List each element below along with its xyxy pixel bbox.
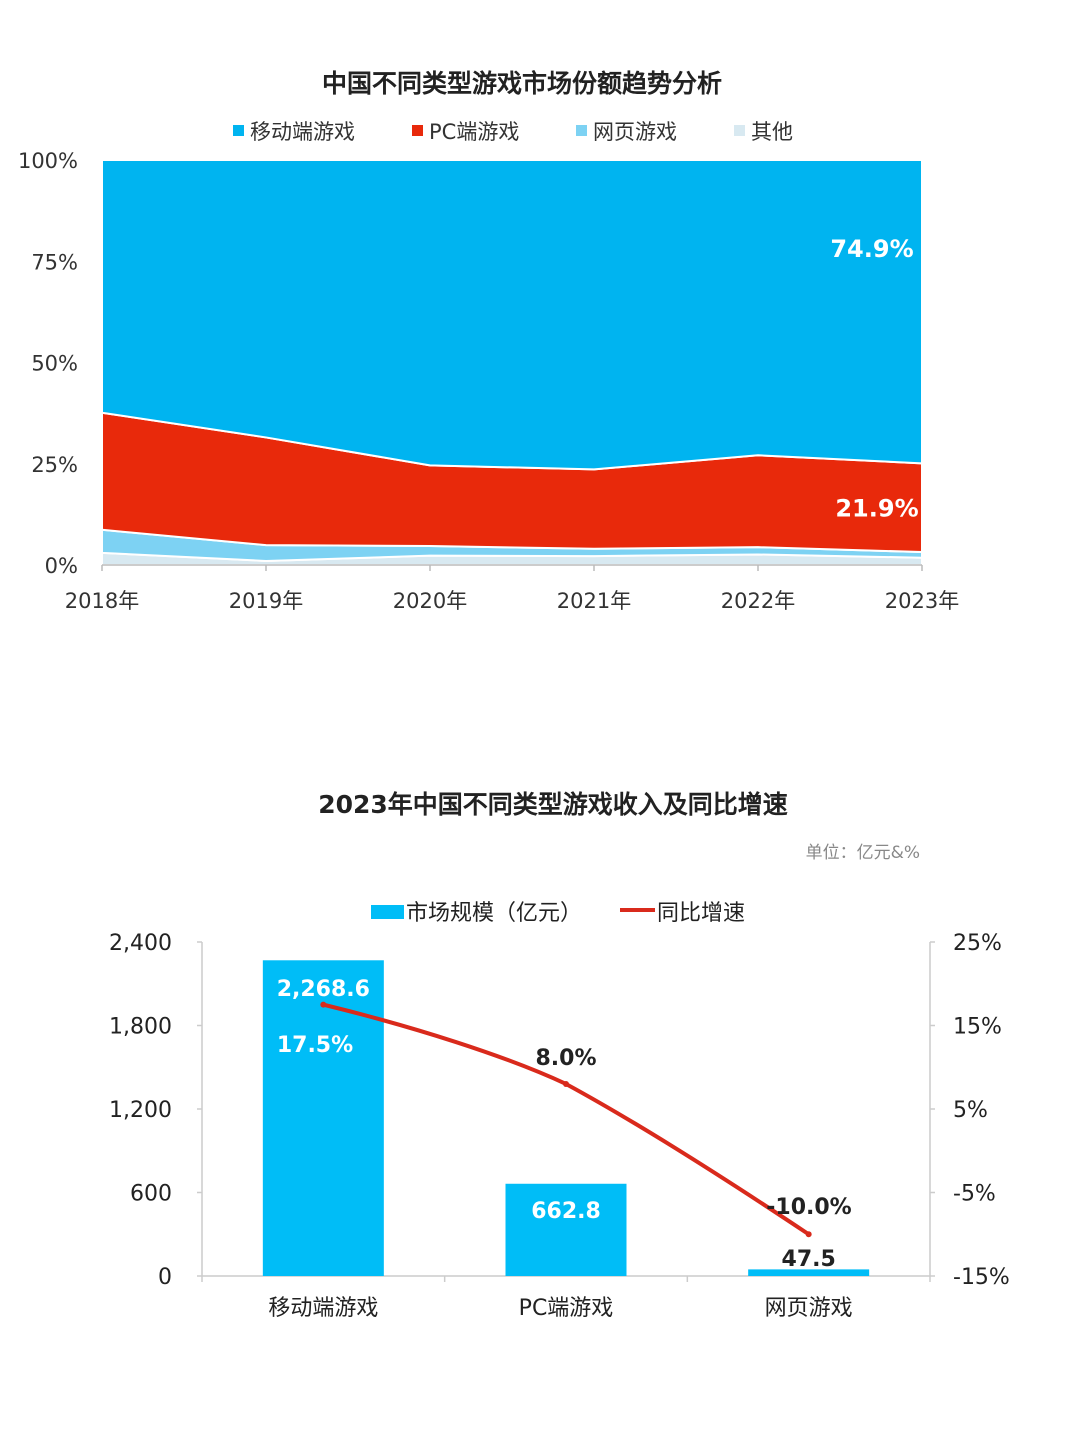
unit-note: 单位：亿元&%: [806, 843, 920, 863]
growth-value-label: 17.5%: [277, 1033, 353, 1058]
y-right-tick-label: 5%: [953, 1098, 988, 1123]
bar-mobile-game: [262, 960, 384, 1276]
x-tick-label: 2022年: [721, 589, 795, 613]
y-left-tick-label: 2,400: [109, 931, 172, 956]
y-right-tick-label: 25%: [953, 931, 1002, 956]
y-tick-label: 25%: [31, 453, 78, 477]
chart-title: 中国不同类型游戏市场份额趋势分析: [322, 69, 722, 98]
share-trend-chart: 中国不同类型游戏市场份额趋势分析 移动端游戏 PC端游戏 网页游戏 其他 0% 25% 5…: [18, 69, 959, 613]
bar-layer: 2,268.6 662.8 47.5: [262, 960, 870, 1276]
chart-legend: 移动端游戏 PC端游戏 网页游戏 其他: [233, 120, 793, 144]
line-layer: 17.5% 8.0% -10.0%: [277, 1001, 852, 1238]
bar-web-game: [748, 1269, 870, 1276]
growth-value-label: -10.0%: [766, 1195, 851, 1220]
chart-legend: 市场规模（亿元） 同比增速: [371, 901, 745, 926]
y-left-tick-label: 1,200: [109, 1098, 172, 1123]
bar-value-label: 662.8: [531, 1199, 601, 1224]
legend-swatch-bar: [371, 905, 404, 919]
y-tick-label: 100%: [18, 149, 78, 173]
axes: 0% 25% 50% 75% 100% 2018年 2019年 2020年 2021年 2022年…: [18, 149, 959, 613]
legend-swatch: [412, 125, 423, 136]
legend-swatch: [233, 125, 244, 136]
y-left-tick-label: 600: [130, 1182, 172, 1207]
y-left-tick-label: 0: [158, 1265, 172, 1290]
legend-label: 网页游戏: [593, 120, 677, 144]
area-mobile-game: [101, 159, 923, 471]
y-tick-label: 75%: [31, 250, 78, 274]
growth-point: [320, 1001, 327, 1008]
bar-value-label: 2,268.6: [277, 977, 370, 1002]
area-layer: [101, 159, 923, 566]
legend-label-bar: 市场规模（亿元）: [406, 901, 582, 926]
x-tick-label: 2019年: [229, 589, 303, 613]
y-tick-label: 50%: [31, 352, 78, 376]
x-tick-label: 移动端游戏: [268, 1296, 378, 1321]
legend-label: PC端游戏: [429, 120, 519, 144]
legend-swatch: [576, 125, 587, 136]
legend-label: 移动端游戏: [250, 120, 355, 144]
x-tick-label: 2021年: [557, 589, 631, 613]
y-right-tick-label: -15%: [953, 1265, 1010, 1290]
revenue-growth-chart: 2023年中国不同类型游戏收入及同比增速 单位：亿元&% 市场规模（亿元） 同比增…: [109, 790, 1010, 1321]
data-labels: 74.9% 21.9%: [830, 235, 918, 523]
y-right-tick-label: -5%: [953, 1182, 996, 1207]
data-label-mobile-2023: 74.9%: [830, 235, 913, 263]
x-tick-label: 网页游戏: [765, 1296, 853, 1321]
legend-label-line: 同比增速: [657, 901, 745, 926]
x-tick-label: PC端游戏: [519, 1296, 614, 1321]
y-tick-label: 0%: [45, 554, 78, 578]
data-label-pc-2023: 21.9%: [835, 495, 918, 523]
x-tick-label: 2018年: [65, 589, 139, 613]
growth-value-label: 8.0%: [535, 1046, 596, 1071]
growth-point: [805, 1231, 812, 1238]
bar-pc-game: [505, 1183, 627, 1276]
x-tick-label: 2020年: [393, 589, 467, 613]
growth-point: [563, 1080, 569, 1087]
y-left-tick-label: 1,800: [109, 1015, 172, 1040]
y-right-tick-label: 15%: [953, 1015, 1002, 1040]
bar-value-label: 47.5: [782, 1247, 836, 1272]
chart-title: 2023年中国不同类型游戏收入及同比增速: [318, 790, 788, 819]
legend-swatch: [734, 125, 745, 136]
x-tick-label: 2023年: [885, 589, 959, 613]
legend-label: 其他: [751, 120, 793, 144]
